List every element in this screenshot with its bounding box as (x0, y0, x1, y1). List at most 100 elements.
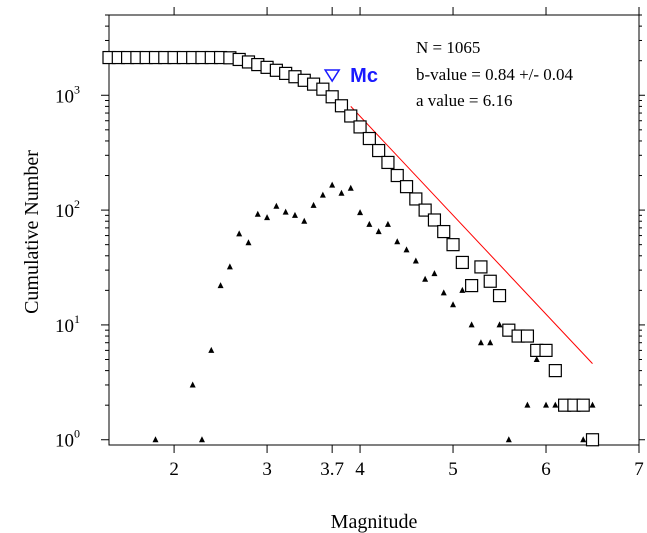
noncumulative-point (431, 270, 438, 277)
noncumulative-point (524, 401, 531, 408)
y-tick-base: 10 (55, 86, 74, 107)
x-tick-label: 4 (355, 459, 365, 480)
noncumulative-point (245, 239, 252, 246)
y-tick-exponent: 2 (74, 197, 80, 211)
noncumulative-point (264, 214, 271, 221)
x-tick-label: 3 (262, 459, 272, 480)
cumulative-point (390, 168, 404, 183)
noncumulative-point (552, 401, 559, 408)
cumulative-point (539, 343, 553, 357)
plot-area-border (108, 14, 640, 446)
cumulative-point (474, 260, 488, 274)
noncumulative-point (468, 321, 475, 328)
noncumulative-point (487, 339, 494, 346)
noncumulative-point (459, 286, 466, 293)
y-tick-base: 10 (55, 316, 74, 337)
x-axis-title: Magnitude (331, 511, 418, 533)
mc-marker-group: Mc (323, 65, 378, 87)
noncumulative-point (319, 191, 326, 198)
noncumulative-point (329, 181, 336, 188)
noncumulative-point (496, 321, 503, 328)
noncumulative-point (217, 282, 224, 289)
cumulative-point (372, 143, 386, 158)
noncumulative-point (580, 436, 587, 443)
cumulative-point (520, 329, 535, 343)
x-tick-label: 7 (634, 459, 644, 480)
mc-triangle-icon (323, 69, 341, 83)
x-tick-label: 3.7 (320, 459, 344, 480)
noncumulative-point (477, 339, 484, 346)
noncumulative-point (189, 381, 196, 388)
y-tick-base: 10 (55, 201, 74, 222)
cumulative-point (548, 364, 562, 378)
annotation-a-value: a value = 6.16 (416, 91, 512, 110)
cumulative-point (399, 180, 414, 194)
noncumulative-point (273, 202, 280, 209)
axis-ticks (101, 7, 645, 453)
fit-line-layer (350, 106, 593, 364)
noncumulative-point (254, 210, 261, 217)
annotation-n: N = 1065 (416, 38, 480, 57)
y-axis-title: Cumulative Number (21, 150, 43, 314)
noncumulative-point (543, 401, 550, 408)
x-tick-label: 6 (541, 459, 551, 480)
cumulative-point (427, 213, 442, 227)
cumulative-point (585, 433, 600, 447)
noncumulative-point (375, 228, 382, 235)
cumulative-point (344, 109, 358, 123)
noncumulative-point (236, 230, 243, 237)
noncumulative-point (338, 189, 345, 196)
noncumulative-point (505, 436, 512, 443)
noncumulative-point (291, 211, 298, 218)
plot-frame (108, 14, 640, 446)
x-tick-label: 2 (169, 459, 179, 480)
mc-label: Mc (350, 65, 378, 87)
cumulative-point (576, 398, 590, 412)
noncumulative-point (589, 401, 596, 408)
cumulative-point (492, 289, 507, 303)
noncumulative-point (384, 220, 391, 227)
noncumulative-point (403, 246, 410, 253)
noncumulative-point (366, 220, 373, 227)
noncumulative-point (412, 257, 419, 264)
noncumulative-point (152, 436, 159, 443)
y-tick-exponent: 0 (74, 427, 80, 441)
noncumulative-point (422, 275, 429, 282)
y-tick-base: 10 (55, 431, 74, 452)
cumulative-point (455, 255, 469, 270)
noncumulative-point (226, 263, 233, 270)
cumulative-point (334, 99, 349, 113)
cumulative-point (381, 155, 395, 170)
noncumulative-point (310, 201, 317, 208)
y-tick-label: 101 (55, 312, 80, 337)
cumulative-point (483, 274, 497, 288)
noncumulative-point (440, 289, 447, 296)
noncumulative-point (533, 355, 540, 362)
y-tick-exponent: 1 (74, 312, 80, 326)
cumulative-point (409, 192, 423, 206)
y-tick-label: 100 (55, 427, 80, 452)
noncumulative-point (357, 209, 364, 216)
y-tick-label: 103 (55, 82, 80, 107)
noncumulative-point (450, 301, 457, 308)
y-tick-exponent: 3 (74, 82, 80, 96)
y-tick-label: 102 (55, 197, 80, 222)
cumulative-point (353, 120, 367, 134)
noncumulative-point (347, 184, 354, 191)
noncumulative-point (394, 238, 401, 245)
x-tick-label: 5 (448, 459, 458, 480)
noncumulative-point (198, 436, 205, 443)
cumulative-point (362, 131, 376, 146)
cumulative-point (465, 278, 479, 293)
noncumulative-markers (152, 181, 596, 443)
cumulative-point (418, 203, 432, 217)
noncumulative-point (208, 346, 215, 353)
cumulative-point (446, 238, 460, 252)
gutenberg-richter-fit-line (350, 106, 593, 364)
cumulative-markers (102, 50, 600, 447)
noncumulative-point (301, 217, 308, 224)
noncumulative-point (282, 208, 289, 215)
cumulative-point (437, 224, 451, 239)
